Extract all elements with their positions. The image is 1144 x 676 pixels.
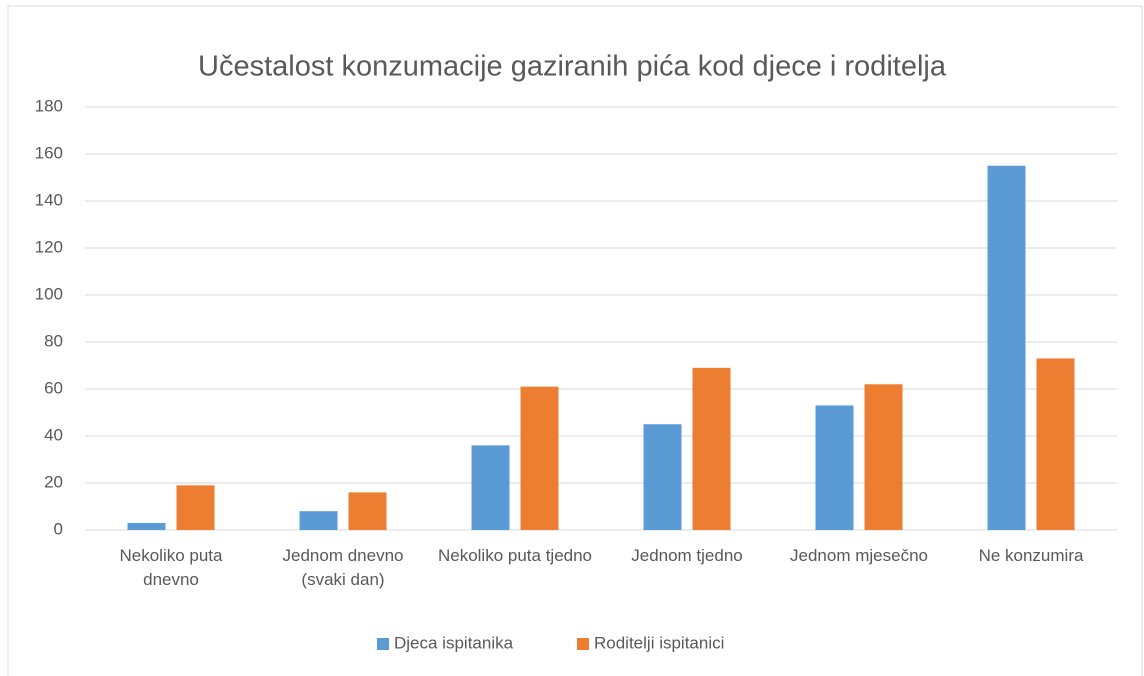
bar <box>692 367 731 530</box>
legend-label: Roditelji ispitanici <box>594 633 724 652</box>
y-tick-label: 180 <box>35 96 63 115</box>
x-tick-label: Jednom tjedno <box>631 546 743 565</box>
x-tick-label: Nekoliko puta tjedno <box>437 546 593 565</box>
bar <box>987 165 1026 530</box>
y-tick-label: 0 <box>54 519 63 538</box>
bar <box>864 384 903 530</box>
x-tick-label: Jednom dnevno (svaki dan) <box>282 546 404 589</box>
x-tick-label: Nekoliko puta dnevno <box>119 546 223 589</box>
x-tick-label-box: Ne konzumira <box>978 546 1084 565</box>
bar <box>176 485 215 530</box>
x-tick-label-box: Jednom tjedno <box>631 546 743 565</box>
y-tick-label: 20 <box>44 472 63 491</box>
legend-label: Djeca ispitanika <box>394 633 514 652</box>
y-tick-label: 160 <box>35 143 63 162</box>
y-tick-label: 60 <box>44 378 63 397</box>
chart-frame <box>7 5 1143 676</box>
x-tick-label: Jednom mjesečno <box>790 546 928 565</box>
y-tick-label: 120 <box>35 237 63 256</box>
bar <box>643 424 682 530</box>
x-tick-label-box: Jednom dnevno (svaki dan) <box>282 546 404 589</box>
bar <box>127 522 166 530</box>
x-tick-label-box: Nekoliko puta tjedno <box>437 546 593 565</box>
bar <box>299 511 338 530</box>
chart-title: Učestalost konzumacije gaziranih pića ko… <box>198 51 947 83</box>
legend-swatch <box>577 638 589 650</box>
x-tick-label: Ne konzumira <box>978 546 1084 565</box>
bar <box>1036 358 1075 530</box>
y-tick-label: 100 <box>35 284 63 303</box>
bar <box>348 492 387 530</box>
bar <box>520 386 559 530</box>
y-tick-label: 140 <box>35 190 63 209</box>
x-tick-label-box: Nekoliko puta dnevno <box>119 546 223 589</box>
legend-swatch <box>377 638 389 650</box>
y-tick-label: 80 <box>44 331 63 350</box>
x-tick-label-box: Jednom mjesečno <box>790 546 928 565</box>
y-tick-label: 40 <box>44 425 63 444</box>
bar <box>815 405 854 530</box>
bar <box>471 445 510 530</box>
